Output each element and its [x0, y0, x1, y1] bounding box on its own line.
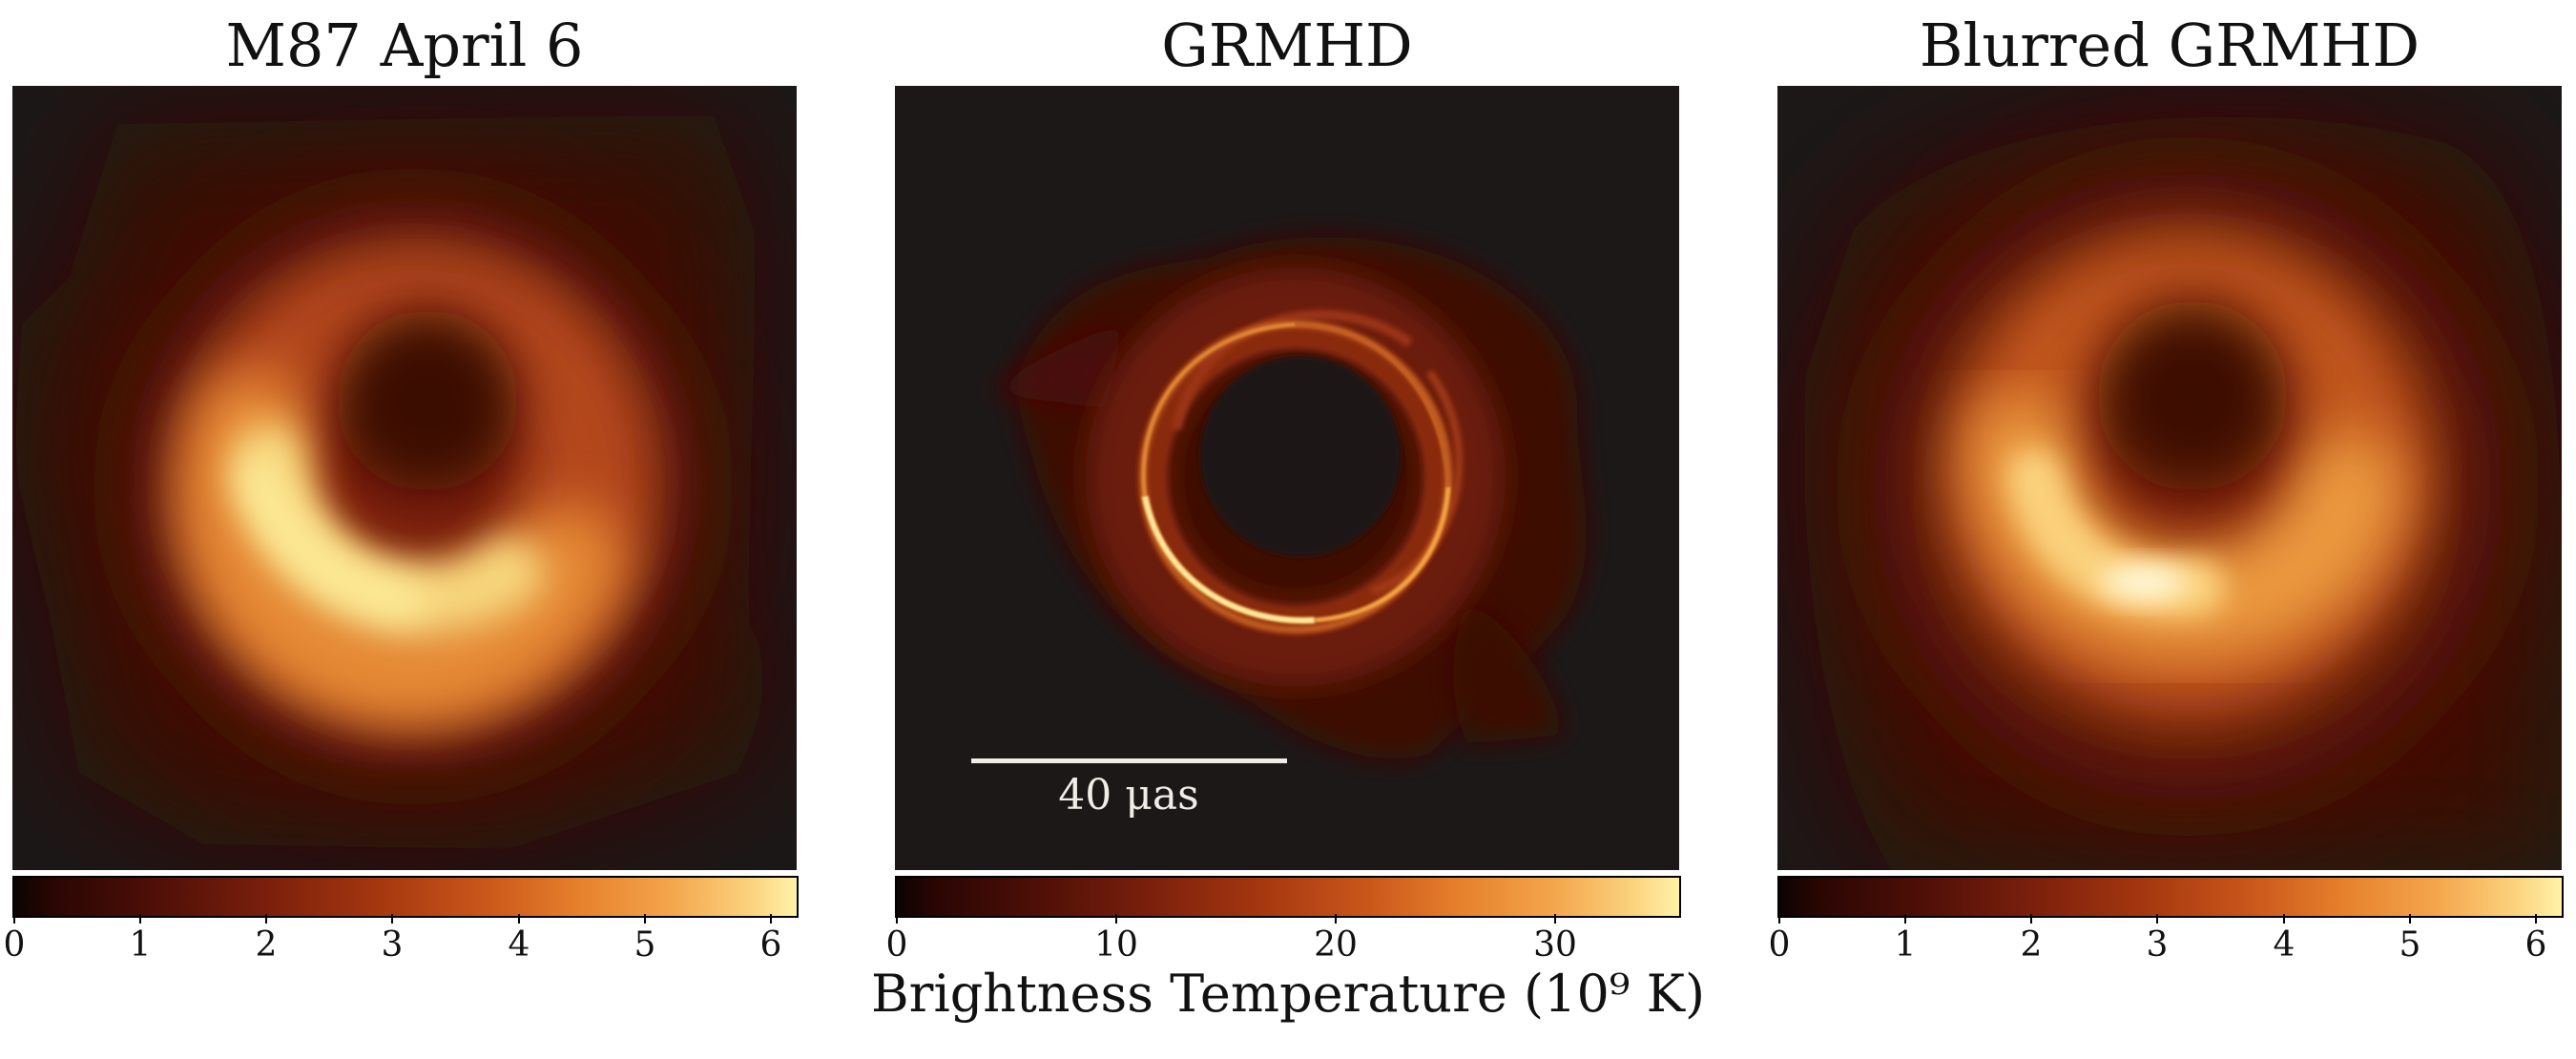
panel-2-title: GRMHD	[1161, 10, 1413, 80]
colorbar-3-tick: 0	[1768, 925, 1791, 965]
panel-3-title: Blurred GRMHD	[1919, 10, 2420, 80]
scale-bar-label: 40 μas	[1058, 771, 1199, 820]
colorbar-3-tick: 5	[2399, 925, 2421, 965]
colorbar-1	[12, 876, 799, 918]
colorbar-label: Brightness Temperature (10⁹ K)	[870, 964, 1706, 1024]
blurred-ring-render	[1777, 86, 2562, 870]
grmhd-ring-render	[895, 86, 1679, 870]
m87-ring-render	[12, 86, 797, 870]
m87-image	[12, 86, 797, 870]
blurred-grmhd-image	[1777, 86, 2562, 870]
colorbar-3	[1777, 876, 2564, 918]
colorbar-3-tick: 3	[2146, 925, 2169, 965]
colorbar-1-tick: 6	[759, 925, 782, 965]
colorbar-3-tick: 1	[1894, 925, 1917, 965]
colorbar-1-tick: 2	[255, 925, 278, 965]
grmhd-image	[895, 86, 1679, 870]
colorbar-2	[895, 876, 1681, 918]
colorbar-3-tick: 2	[2020, 925, 2043, 965]
colorbar-1-tick: 5	[634, 925, 656, 965]
colorbar-2-tick: 30	[1533, 925, 1577, 965]
colorbar-1-tick: 4	[508, 925, 530, 965]
colorbar-3-tick: 4	[2273, 925, 2296, 965]
colorbar-2-tick: 10	[1094, 925, 1138, 965]
colorbar-2-tick: 0	[885, 925, 908, 965]
colorbar-3-tick: 6	[2524, 925, 2547, 965]
colorbar-1-tick: 3	[381, 925, 404, 965]
colorbar-1-tick: 0	[3, 925, 26, 965]
colorbar-1-tick: 1	[129, 925, 152, 965]
panel-1-title: M87 April 6	[225, 10, 584, 80]
scale-bar	[971, 758, 1287, 763]
colorbar-2-tick: 20	[1314, 925, 1358, 965]
